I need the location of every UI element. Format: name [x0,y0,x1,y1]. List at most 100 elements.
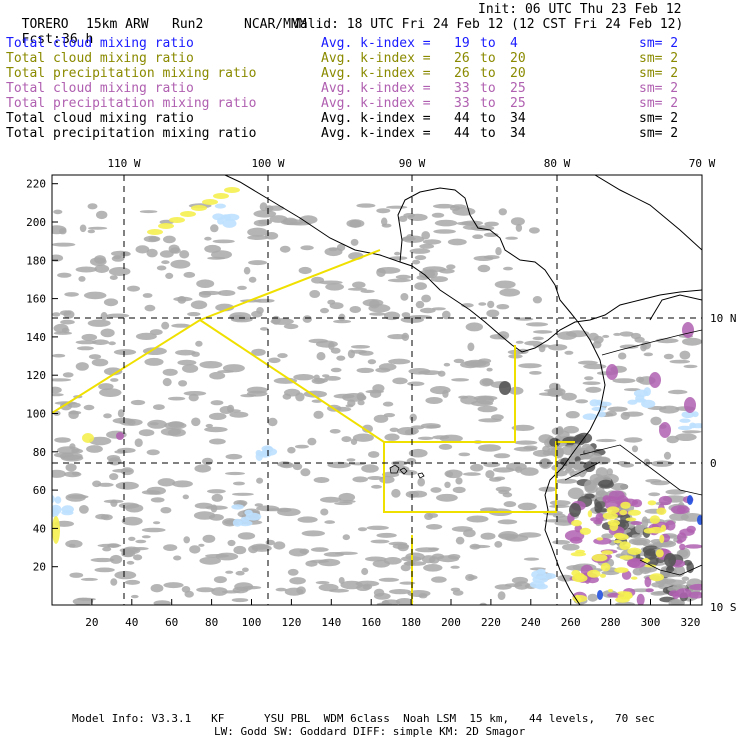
cloud-patch [122,546,141,555]
cloud-patch [251,543,270,550]
cloud-patch [477,444,502,452]
cloud-patch [623,437,643,443]
cloud-patch [350,345,371,349]
cloud-patch [634,336,645,343]
cloud-patch [345,404,354,408]
cloud-patch [196,587,215,593]
cloud-patch [258,219,273,225]
cloud-patch [150,584,164,593]
legend-avg-label: Avg. k-index = [321,36,431,51]
cloud-patch [489,334,507,340]
cloud-patch [91,358,109,367]
cloud-patch [472,234,484,239]
cloud-patch [110,578,118,586]
cloud-patch [477,264,491,273]
cloud-patch [205,554,229,558]
cloud-patch [96,210,108,220]
cloud-patch [532,296,543,304]
cloud-patch [275,587,287,592]
nested-boundary [384,345,516,443]
cloud-patch [133,554,143,561]
cloud-patch [199,556,221,565]
cloud-patch [315,581,330,585]
cloud-patch [375,367,391,373]
cloud-patch [103,367,123,376]
legend-to-word: to [480,66,496,81]
legend-smoothing: sm= 2 [639,36,679,51]
cloud-patch [235,570,245,576]
cloud-patch [182,494,189,500]
cloud-patch [398,215,408,222]
cloud-patch [458,452,471,457]
cloud-patch [417,436,434,440]
cloud-patch [386,205,408,209]
cloud-patch [204,236,212,241]
cloud-patch [423,564,443,572]
cloud-patch [615,601,635,605]
intense-cloud-patch [569,503,581,517]
cloud-patch [268,357,281,364]
cloud-patch [69,572,84,578]
cloud-patch [336,355,346,361]
cloud-patch [548,344,568,351]
light-cloud-patch [217,217,224,225]
k-index-33-patch [688,591,702,599]
convective-patch [631,534,642,539]
cloud-patch [273,541,286,550]
light-cloud-patch [691,411,699,418]
cloud-patch [418,370,442,375]
cloud-patch [350,238,359,246]
cloud-patch [371,484,382,489]
cloud-patch [105,313,130,318]
legend-variable: Total cloud mixing ratio [6,81,194,96]
cloud-patch [208,412,227,420]
cloud-patch [178,380,188,387]
cloud-patch [636,376,644,383]
cloud-patch [157,478,176,487]
k-index-33-patch [569,536,583,544]
cloud-patch [518,532,542,538]
cloud-patch [352,476,369,483]
cloud-patch [407,590,431,597]
cloud-patch [410,425,425,430]
legend-avg-label: Avg. k-index = [321,96,431,111]
cloud-patch [602,334,610,338]
cloud-patch [256,307,264,314]
cloud-patch [495,247,502,256]
cloud-patch [373,588,385,597]
convective-patch [598,479,614,489]
cloud-patch [515,340,524,344]
cloud-patch [508,386,524,395]
cloud-patch [213,576,227,584]
border-bolivia [639,559,702,576]
cloud-patch [168,421,184,428]
k-index-26-patch [619,541,631,550]
cloud-patch [247,227,268,237]
cloud-patch [277,508,301,517]
cloud-patch [108,457,122,466]
cloud-patch [110,378,119,382]
cloud-patch [225,471,245,476]
cloud-patch [183,271,196,278]
convective-patch [678,547,691,560]
light-cloud-patch [52,495,55,504]
cloud-patch [612,378,636,384]
cloud-patch [470,463,484,472]
cloud-patch [498,208,507,216]
cloud-patch [404,561,416,566]
cloud-patch [417,477,426,487]
coastlines [224,175,702,605]
cloud-patch [356,203,376,208]
cloud-patch [426,425,441,429]
cloud-patch [99,388,122,397]
cloud-patch [495,486,512,492]
cloud-patch [382,599,401,605]
cloud-patch [229,312,252,321]
cloud-patch [518,363,542,369]
cloud-patch [279,245,291,253]
cloud-patch [247,235,269,241]
cloud-patch [163,235,176,244]
cloud-patch [211,587,228,596]
cloud-patch [391,460,408,466]
cloud-patch [430,487,442,493]
